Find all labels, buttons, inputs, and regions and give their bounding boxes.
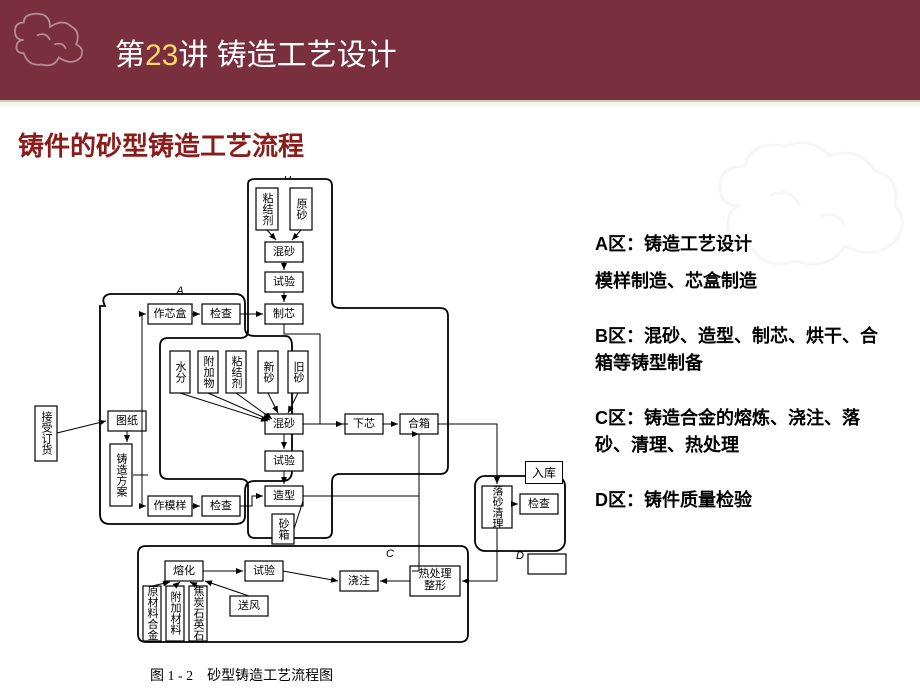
flowchart-diagram: A B C D 接受订货 图纸 铸造方案 作芯盒 检查 作模样 检查 粘结剂 原… [30, 176, 570, 666]
svg-text:附加物: 附加物 [202, 354, 215, 388]
slide-content: 铸件的砂型铸造工艺流程 A B C D 接受订货 图纸 铸造方案 作芯盒 检查 … [0, 106, 920, 690]
legend-b: B区：混砂、造型、制芯、烘干、合箱等铸型制备 [595, 323, 895, 377]
svg-text:热处理: 热处理 [419, 567, 452, 580]
legend-a: A区：铸造工艺设计 模样制造、芯盒制造 [595, 231, 895, 295]
svg-text:试验: 试验 [273, 274, 295, 288]
region-b-label: B [284, 176, 291, 182]
slide-header: 第23讲 铸造工艺设计 [0, 0, 920, 100]
svg-text:试验: 试验 [253, 563, 275, 577]
svg-text:图纸: 图纸 [116, 414, 138, 427]
svg-text:熔化: 熔化 [173, 563, 195, 577]
svg-text:接受订货: 接受订货 [40, 411, 53, 456]
svg-text:原材料合金: 原材料合金 [146, 586, 159, 641]
svg-text:检查: 检查 [210, 306, 232, 320]
svg-text:粘结剂: 粘结剂 [230, 354, 243, 389]
svg-text:造型: 造型 [273, 488, 295, 502]
cloud-ornament-icon [5, 5, 95, 75]
svg-text:落砂清理: 落砂清理 [491, 485, 504, 529]
svg-text:混砂: 混砂 [273, 417, 295, 430]
svg-text:整形: 整形 [424, 578, 446, 592]
legend: A区：铸造工艺设计 模样制造、芯盒制造 B区：混砂、造型、制芯、烘干、合箱等铸型… [595, 231, 895, 542]
svg-text:铸造方案: 铸造方案 [115, 452, 128, 497]
svg-text:作模样: 作模样 [154, 498, 187, 512]
svg-text:旧砂: 旧砂 [292, 361, 305, 384]
svg-text:浇注: 浇注 [348, 573, 370, 587]
slide-title: 第23讲 铸造工艺设计 [115, 30, 397, 74]
svg-text:下芯: 下芯 [353, 416, 375, 430]
svg-text:制芯: 制芯 [273, 306, 295, 320]
region-c-label: C [386, 548, 394, 560]
svg-text:检查: 检查 [210, 498, 232, 512]
svg-text:新砂: 新砂 [262, 360, 275, 384]
svg-text:原砂: 原砂 [295, 198, 308, 221]
svg-text:水分: 水分 [174, 361, 187, 383]
svg-text:检查: 检查 [528, 496, 550, 510]
svg-text:焦炭石英石: 焦炭石英石 [192, 585, 205, 640]
svg-text:作芯盒: 作芯盒 [154, 306, 187, 320]
legend-c: C区：铸造合金的熔炼、浇注、落砂、清理、热处理 [595, 405, 895, 459]
svg-text:粘结剂: 粘结剂 [261, 191, 274, 226]
svg-text:砂箱: 砂箱 [277, 518, 290, 541]
region-a-label: A [175, 285, 183, 297]
node-ruku: 入库 [525, 461, 563, 484]
svg-text:混砂: 混砂 [273, 245, 295, 258]
svg-text:合箱: 合箱 [408, 416, 430, 430]
legend-d: D区：铸件质量检验 [595, 487, 895, 514]
svg-text:试验: 试验 [273, 453, 295, 467]
svg-text:送风: 送风 [238, 598, 260, 612]
region-d-label: D [516, 550, 524, 562]
svg-text:附加材料: 附加材料 [169, 590, 182, 636]
figure-caption: 图 1 - 2 砂型铸造工艺流程图 [150, 665, 333, 685]
